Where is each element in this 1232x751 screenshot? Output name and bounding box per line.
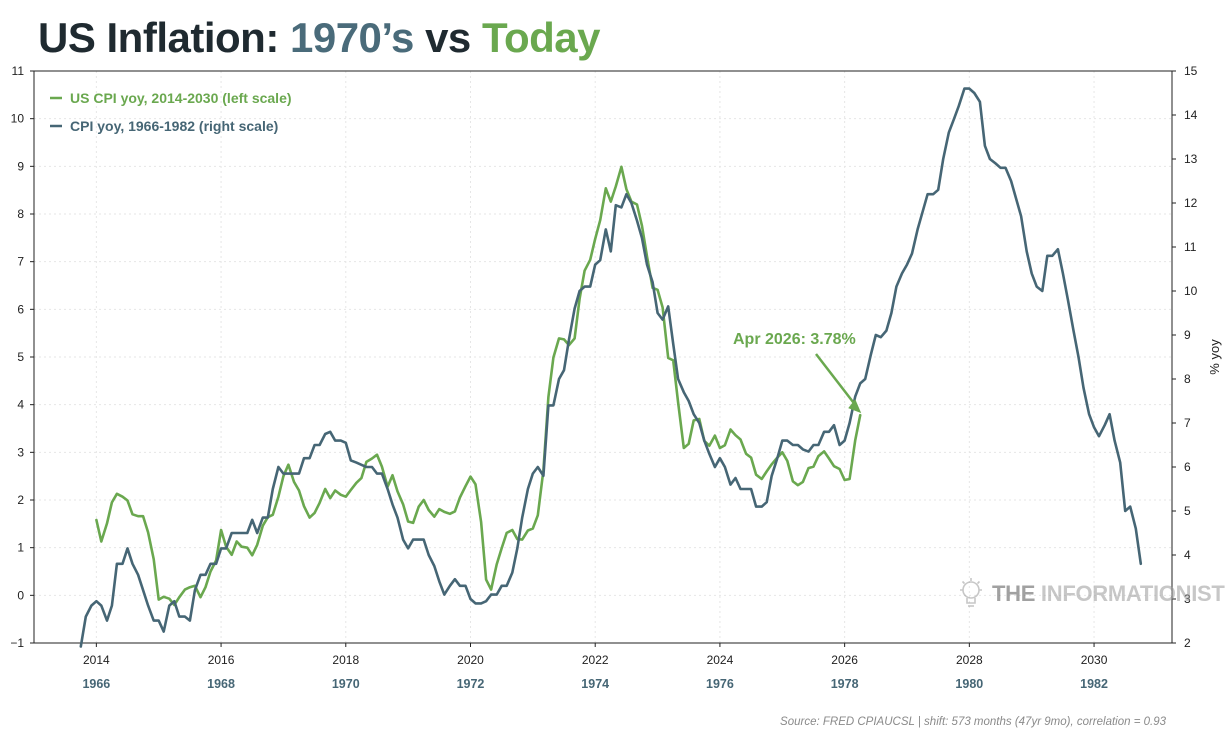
right-tick-label: 3 [1184,592,1191,606]
annotation-arrow-shaft [815,353,858,407]
right-tick-label: 7 [1184,416,1191,430]
right-tick-label: 6 [1184,460,1191,474]
series-line-today [95,165,862,607]
watermark-text: THE INFORMATIONIST [992,581,1225,607]
left-tick-label: −1 [10,636,24,650]
x-tick-label: 2026 [831,653,858,667]
title-part-3: vs [425,14,471,61]
right-tick-label: 8 [1184,372,1191,386]
x-tick-label: 2020 [457,653,484,667]
right-tick-label: 15 [1184,64,1198,78]
x-tick-label-secondary: 1978 [831,677,859,691]
left-tick-label: 8 [17,207,24,221]
x-tick-label-secondary: 1968 [207,677,235,691]
right-tick-label: 12 [1184,196,1198,210]
right-tick-label: 9 [1184,328,1191,342]
x-tick-label: 2014 [83,653,110,667]
x-tick-label-secondary: 1982 [1080,677,1108,691]
lightbulb-icon [960,578,982,607]
left-tick-label: 10 [11,112,25,126]
title-part-4: Today [481,14,601,61]
watermark-name: INFORMATIONIST [1040,581,1225,606]
left-tick-label: 1 [17,541,24,555]
annotation-arrow-head [848,399,862,414]
title-part-1: US Inflation: [38,14,279,61]
left-tick-label: 4 [17,398,24,412]
source-note: Source: FRED CPIAUCSL | shift: 573 month… [780,716,1166,728]
watermark-logo: THE INFORMATIONIST [956,576,1225,612]
legend-label: CPI yoy, 1966-1982 (right scale) [70,118,278,134]
x-tick-label: 2018 [332,653,359,667]
right-tick-label: 14 [1184,108,1198,122]
right-tick-label: 2 [1184,636,1191,650]
left-tick-label: 7 [17,255,24,269]
x-tick-label-secondary: 1970 [332,677,360,691]
left-tick-label: 11 [12,64,25,78]
x-tick-label: 2030 [1081,653,1108,667]
chart-title: US Inflation: 1970’s vs Today [38,14,601,62]
right-tick-label: 5 [1184,504,1191,518]
title-part-2: 1970’s [289,14,414,61]
watermark-the: THE [992,581,1036,606]
right-axis-label: % yoy [1207,339,1222,375]
legend-label: US CPI yoy, 2014-2030 (left scale) [70,90,292,106]
left-tick-label: 3 [17,445,24,459]
x-tick-label: 2028 [956,653,983,667]
right-tick-label: 11 [1184,240,1197,254]
left-tick-label: 2 [17,493,24,507]
left-tick-label: 5 [17,350,24,364]
left-tick-label: 0 [17,588,24,602]
right-tick-label: 13 [1184,152,1198,166]
annotation-label: Apr 2026: 3.78% [733,331,856,348]
x-tick-label: 2022 [582,653,609,667]
x-tick-label-secondary: 1976 [706,677,734,691]
x-tick-label: 2024 [707,653,734,667]
right-tick-label: 10 [1184,284,1198,298]
series-line-1970s [79,87,1143,648]
x-tick-label: 2016 [208,653,235,667]
left-tick-label: 6 [17,302,24,316]
x-tick-label-secondary: 1974 [581,677,609,691]
x-tick-label-secondary: 1966 [82,677,110,691]
x-tick-label-secondary: 1972 [457,677,485,691]
x-tick-label-secondary: 1980 [955,677,983,691]
right-tick-label: 4 [1184,548,1191,562]
left-tick-label: 9 [17,159,24,173]
